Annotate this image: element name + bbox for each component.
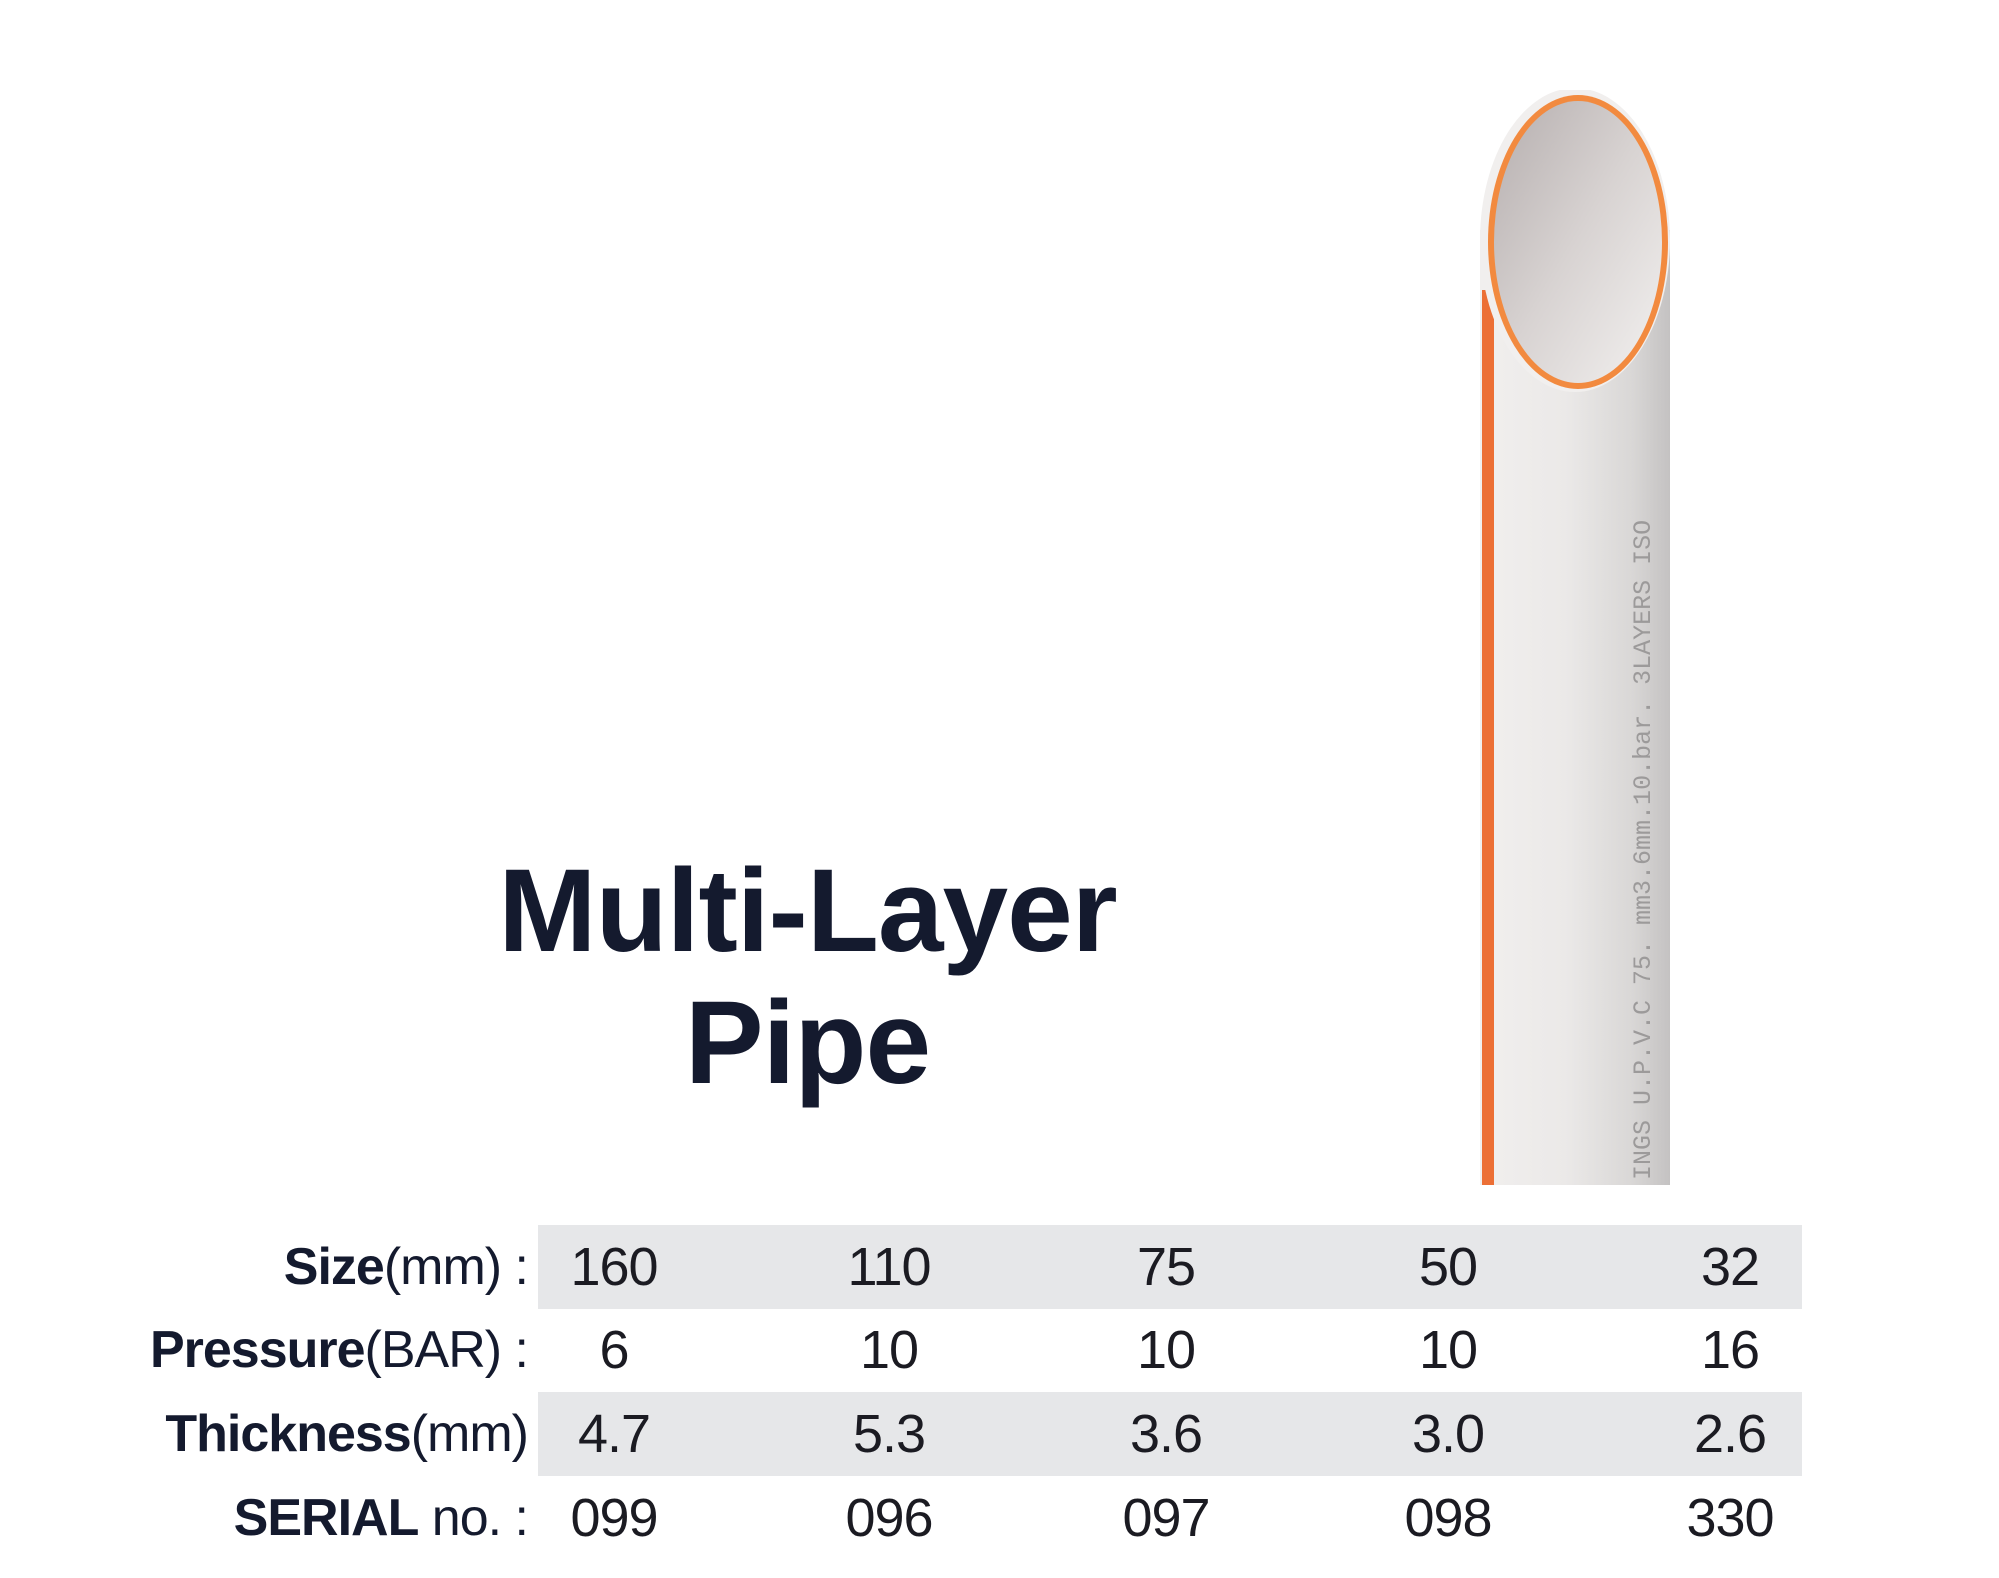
table-cell: 32: [1700, 1237, 1760, 1297]
table-cell: 330: [1686, 1488, 1774, 1548]
table-cell: 10: [1418, 1320, 1478, 1380]
title-line-2: Pipe: [684, 977, 931, 1109]
table-cell: 2.6: [1693, 1404, 1767, 1464]
pipe-orange-stripe: [1482, 290, 1494, 1185]
table-cell: 097: [1122, 1488, 1210, 1548]
row-label-unit: (BAR) :: [364, 1321, 529, 1379]
pipe-opening: [1494, 101, 1662, 383]
table-cell: 10: [1136, 1320, 1196, 1380]
table-cell: 099: [570, 1488, 658, 1548]
table-cell: 75: [1136, 1237, 1196, 1297]
row-label: Pressure(BAR) :: [149, 1308, 529, 1392]
table-cell: 16: [1700, 1320, 1760, 1380]
row-shading: [538, 1392, 1802, 1476]
table-cell: 10: [859, 1320, 919, 1380]
pipe-print-text: INGS U.P.V.C 75. mm3.6mm.10.bar. 3LAYERS…: [1629, 520, 1658, 1180]
table-cell: 3.6: [1129, 1404, 1203, 1464]
table-row: SERIAL no. : 099 096 097 098 330: [0, 1476, 1999, 1560]
row-label-name: Size: [283, 1238, 385, 1296]
table-row: Size(mm) : 160 110 75 50 32: [0, 1225, 1999, 1309]
row-label-unit: (mm) :: [383, 1238, 529, 1296]
row-label-unit: no. :: [418, 1489, 529, 1547]
row-label: Size(mm) :: [283, 1225, 529, 1309]
title-line-1: Multi-Layer: [498, 845, 1117, 977]
row-label-name: Thickness: [165, 1405, 411, 1463]
row-label-name: SERIAL: [233, 1489, 420, 1547]
row-label: SERIAL no. :: [233, 1476, 529, 1560]
table-cell: 4.7: [577, 1404, 651, 1464]
table-row: Thickness(mm) 4.7 5.3 3.6 3.0 2.6: [0, 1392, 1999, 1476]
table-cell: 110: [847, 1237, 931, 1297]
pipe-image: INGS U.P.V.C 75. mm3.6mm.10.bar. 3LAYERS…: [1480, 90, 1670, 1185]
table-cell: 096: [845, 1488, 933, 1548]
product-title: Multi-Layer Pipe: [400, 845, 1215, 1109]
table-cell: 3.0: [1411, 1404, 1485, 1464]
table-cell: 098: [1404, 1488, 1492, 1548]
table-cell: 6: [599, 1320, 629, 1380]
table-cell: 160: [570, 1237, 658, 1297]
row-label-name: Pressure: [149, 1321, 366, 1379]
table-cell: 5.3: [852, 1404, 926, 1464]
table-cell: 50: [1418, 1237, 1478, 1297]
row-label: Thickness(mm): [165, 1392, 529, 1476]
row-shading: [538, 1225, 1802, 1309]
table-row: Pressure(BAR) : 6 10 10 10 16: [0, 1308, 1999, 1392]
row-label-unit: (mm): [410, 1405, 529, 1463]
